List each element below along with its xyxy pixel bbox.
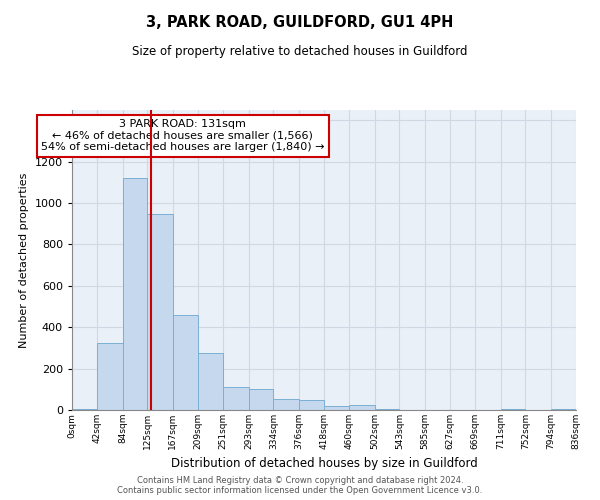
Text: Contains HM Land Registry data © Crown copyright and database right 2024.
Contai: Contains HM Land Registry data © Crown c… xyxy=(118,476,482,495)
Text: Size of property relative to detached houses in Guildford: Size of property relative to detached ho… xyxy=(132,45,468,58)
Text: 3 PARK ROAD: 131sqm
← 46% of detached houses are smaller (1,566)
54% of semi-det: 3 PARK ROAD: 131sqm ← 46% of detached ho… xyxy=(41,119,325,152)
Bar xyxy=(72,409,97,410)
Bar xyxy=(299,400,324,410)
Bar xyxy=(148,214,173,410)
X-axis label: Distribution of detached houses by size in Guildford: Distribution of detached houses by size … xyxy=(170,458,478,470)
Bar xyxy=(551,409,576,410)
Bar xyxy=(122,178,148,410)
Bar xyxy=(173,315,198,410)
Text: 3, PARK ROAD, GUILDFORD, GU1 4PH: 3, PARK ROAD, GUILDFORD, GU1 4PH xyxy=(146,15,454,30)
Bar xyxy=(223,387,248,410)
Bar xyxy=(324,406,349,410)
Bar xyxy=(349,405,374,410)
Bar xyxy=(97,344,122,410)
Bar xyxy=(198,353,223,410)
Bar xyxy=(500,409,526,410)
Y-axis label: Number of detached properties: Number of detached properties xyxy=(19,172,29,348)
Bar xyxy=(374,409,400,410)
Bar xyxy=(274,398,299,410)
Bar xyxy=(248,390,274,410)
